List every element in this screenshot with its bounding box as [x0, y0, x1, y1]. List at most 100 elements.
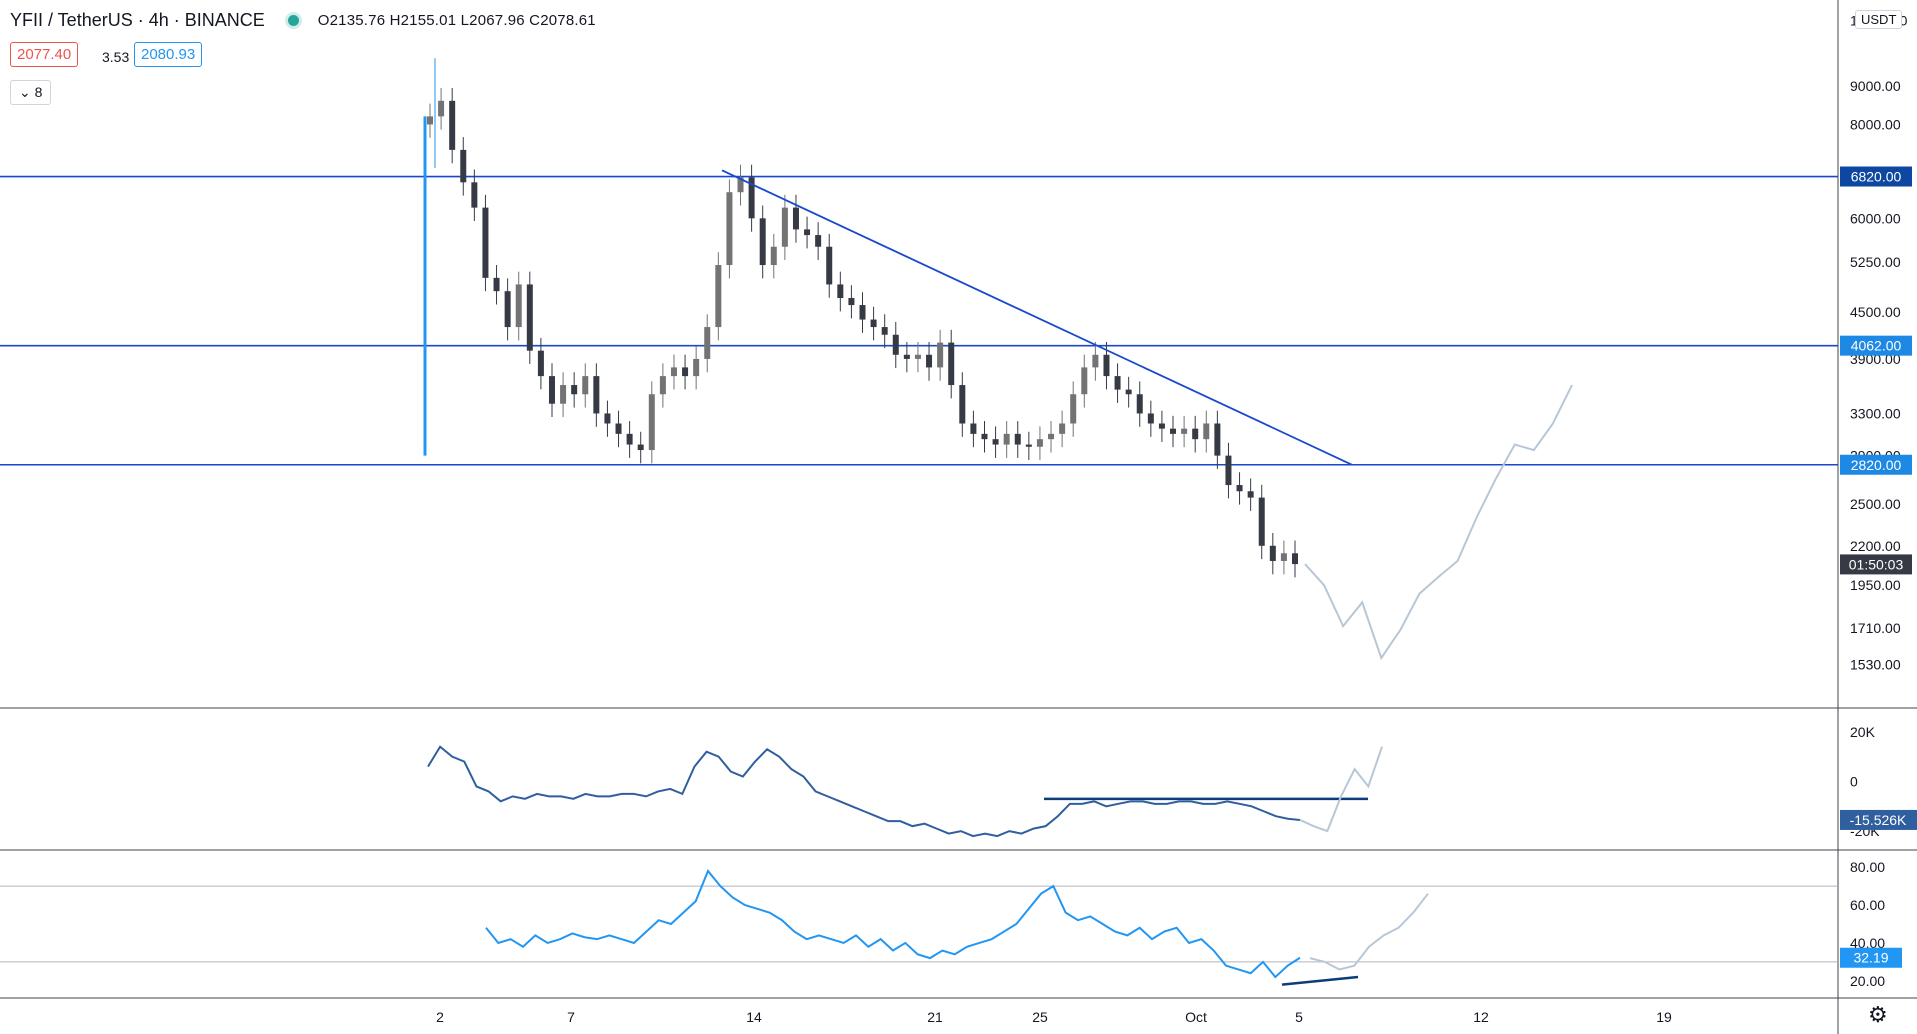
price-candle [493, 277, 500, 292]
price-candle [648, 394, 655, 451]
level-label: 2820.00 [1851, 457, 1902, 473]
currency-label[interactable]: USDT [1855, 10, 1903, 29]
price-tick-label: 2200.00 [1850, 538, 1901, 554]
price-candle [1081, 367, 1088, 395]
price-candle [1025, 444, 1032, 447]
chevron-down-icon: ⌄ [19, 84, 31, 100]
price-candle [1225, 455, 1232, 486]
rsi-tick-label: 60.00 [1850, 897, 1885, 913]
timer-tag [1840, 554, 1912, 575]
price-candle [837, 284, 844, 299]
obv-current-tag [1840, 809, 1917, 830]
rsi-pane[interactable] [0, 869, 1838, 986]
price-candle [560, 385, 567, 404]
price-candle [792, 207, 799, 230]
price-candle [1114, 376, 1121, 390]
price-candle [1170, 428, 1177, 434]
price-candle [460, 149, 467, 183]
price-candle [582, 376, 589, 395]
trend-line [721, 169, 1353, 466]
price-tick-label: 3300.00 [1850, 405, 1901, 421]
obv-pane[interactable] [427, 745, 1383, 838]
rsi-tick-label: 20.00 [1850, 973, 1885, 989]
ask-price[interactable]: 2080.93 [134, 42, 203, 67]
price-candle [992, 439, 999, 445]
spread-value: 3.53 [96, 46, 136, 68]
price-candle [1192, 428, 1199, 440]
price-candle [1092, 354, 1099, 368]
timer-label: 01:50:03 [1849, 556, 1904, 572]
price-candle [693, 358, 700, 377]
price-candle [1036, 439, 1043, 447]
rsi-current-label: 32.19 [1853, 950, 1888, 966]
price-pane[interactable] [0, 58, 1838, 661]
price-candle [449, 100, 456, 150]
price-tick-label: 4500.00 [1850, 304, 1901, 320]
rsi-tick-label: 40.00 [1850, 935, 1885, 951]
price-candle [438, 100, 445, 117]
price-candle [815, 235, 822, 247]
price-candle [1269, 545, 1276, 561]
price-candle [537, 350, 544, 377]
price-candle [682, 367, 689, 377]
price-candle [959, 385, 966, 424]
price-candle [715, 265, 722, 328]
price-candle [637, 444, 644, 451]
price-candle [970, 423, 977, 434]
time-tick-label: 19 [1656, 1009, 1672, 1025]
rsi-line [485, 869, 1301, 979]
price-candle [1136, 394, 1143, 414]
price-tick-label: 1530.00 [1850, 656, 1901, 672]
price-tick-label: 1710.00 [1850, 620, 1901, 636]
price-candle [593, 376, 600, 414]
time-tick-label: 2 [436, 1009, 444, 1025]
price-tick-label: 6000.00 [1850, 210, 1901, 226]
price-candle [670, 367, 677, 377]
symbol-title[interactable]: YFII / TetherUS · 4h · BINANCE [10, 10, 265, 30]
price-candle [914, 354, 921, 359]
price-tick-label: 1950.00 [1850, 577, 1901, 593]
price-candle [826, 246, 833, 285]
indicators-count: 8 [34, 84, 43, 100]
ohlc-values: O2135.76 H2155.01 L2067.96 C2078.61 [317, 12, 596, 29]
price-tick-label: 9000.00 [1850, 78, 1901, 94]
price-candle [1258, 497, 1265, 546]
symbol-header: YFII / TetherUS · 4h · BINANCE O2135.76 … [10, 10, 596, 31]
price-candle [937, 342, 944, 368]
level-tag [1840, 166, 1912, 187]
price-candle [726, 192, 733, 266]
price-candle [903, 354, 910, 359]
price-candle [881, 327, 888, 335]
price-candle [504, 291, 511, 328]
price-candle [759, 218, 766, 266]
time-tick-label: 12 [1473, 1009, 1489, 1025]
price-candle [704, 327, 711, 359]
price-candle [981, 433, 988, 440]
price-candle [1003, 433, 1010, 445]
price-candle [926, 354, 933, 368]
price-candle [1280, 553, 1287, 561]
rsi-tick-label: 80.00 [1850, 859, 1885, 875]
price-candle [1236, 485, 1243, 492]
price-candle [526, 284, 533, 351]
price-candle [948, 342, 955, 386]
price-candle [604, 413, 611, 424]
obv-current-label: -15.526K [1850, 812, 1907, 828]
rsi-divergence-line [1281, 975, 1359, 986]
price-candle [515, 284, 522, 328]
price-candle [471, 182, 478, 208]
level-label: 6820.00 [1851, 169, 1902, 185]
price-candle [892, 334, 899, 355]
time-tick-label: 21 [927, 1009, 943, 1025]
price-candle [737, 177, 744, 193]
indicators-toggle-button[interactable]: ⌄ 8 [10, 80, 52, 105]
price-candle [1292, 553, 1298, 565]
rsi-projection-line [1309, 893, 1429, 971]
price-tick-label: 8000.00 [1850, 116, 1901, 132]
bid-price[interactable]: 2077.40 [10, 42, 79, 67]
gear-icon[interactable]: ⚙ [1868, 1002, 1888, 1027]
price-candle [1059, 423, 1066, 434]
price-candle [859, 305, 866, 320]
